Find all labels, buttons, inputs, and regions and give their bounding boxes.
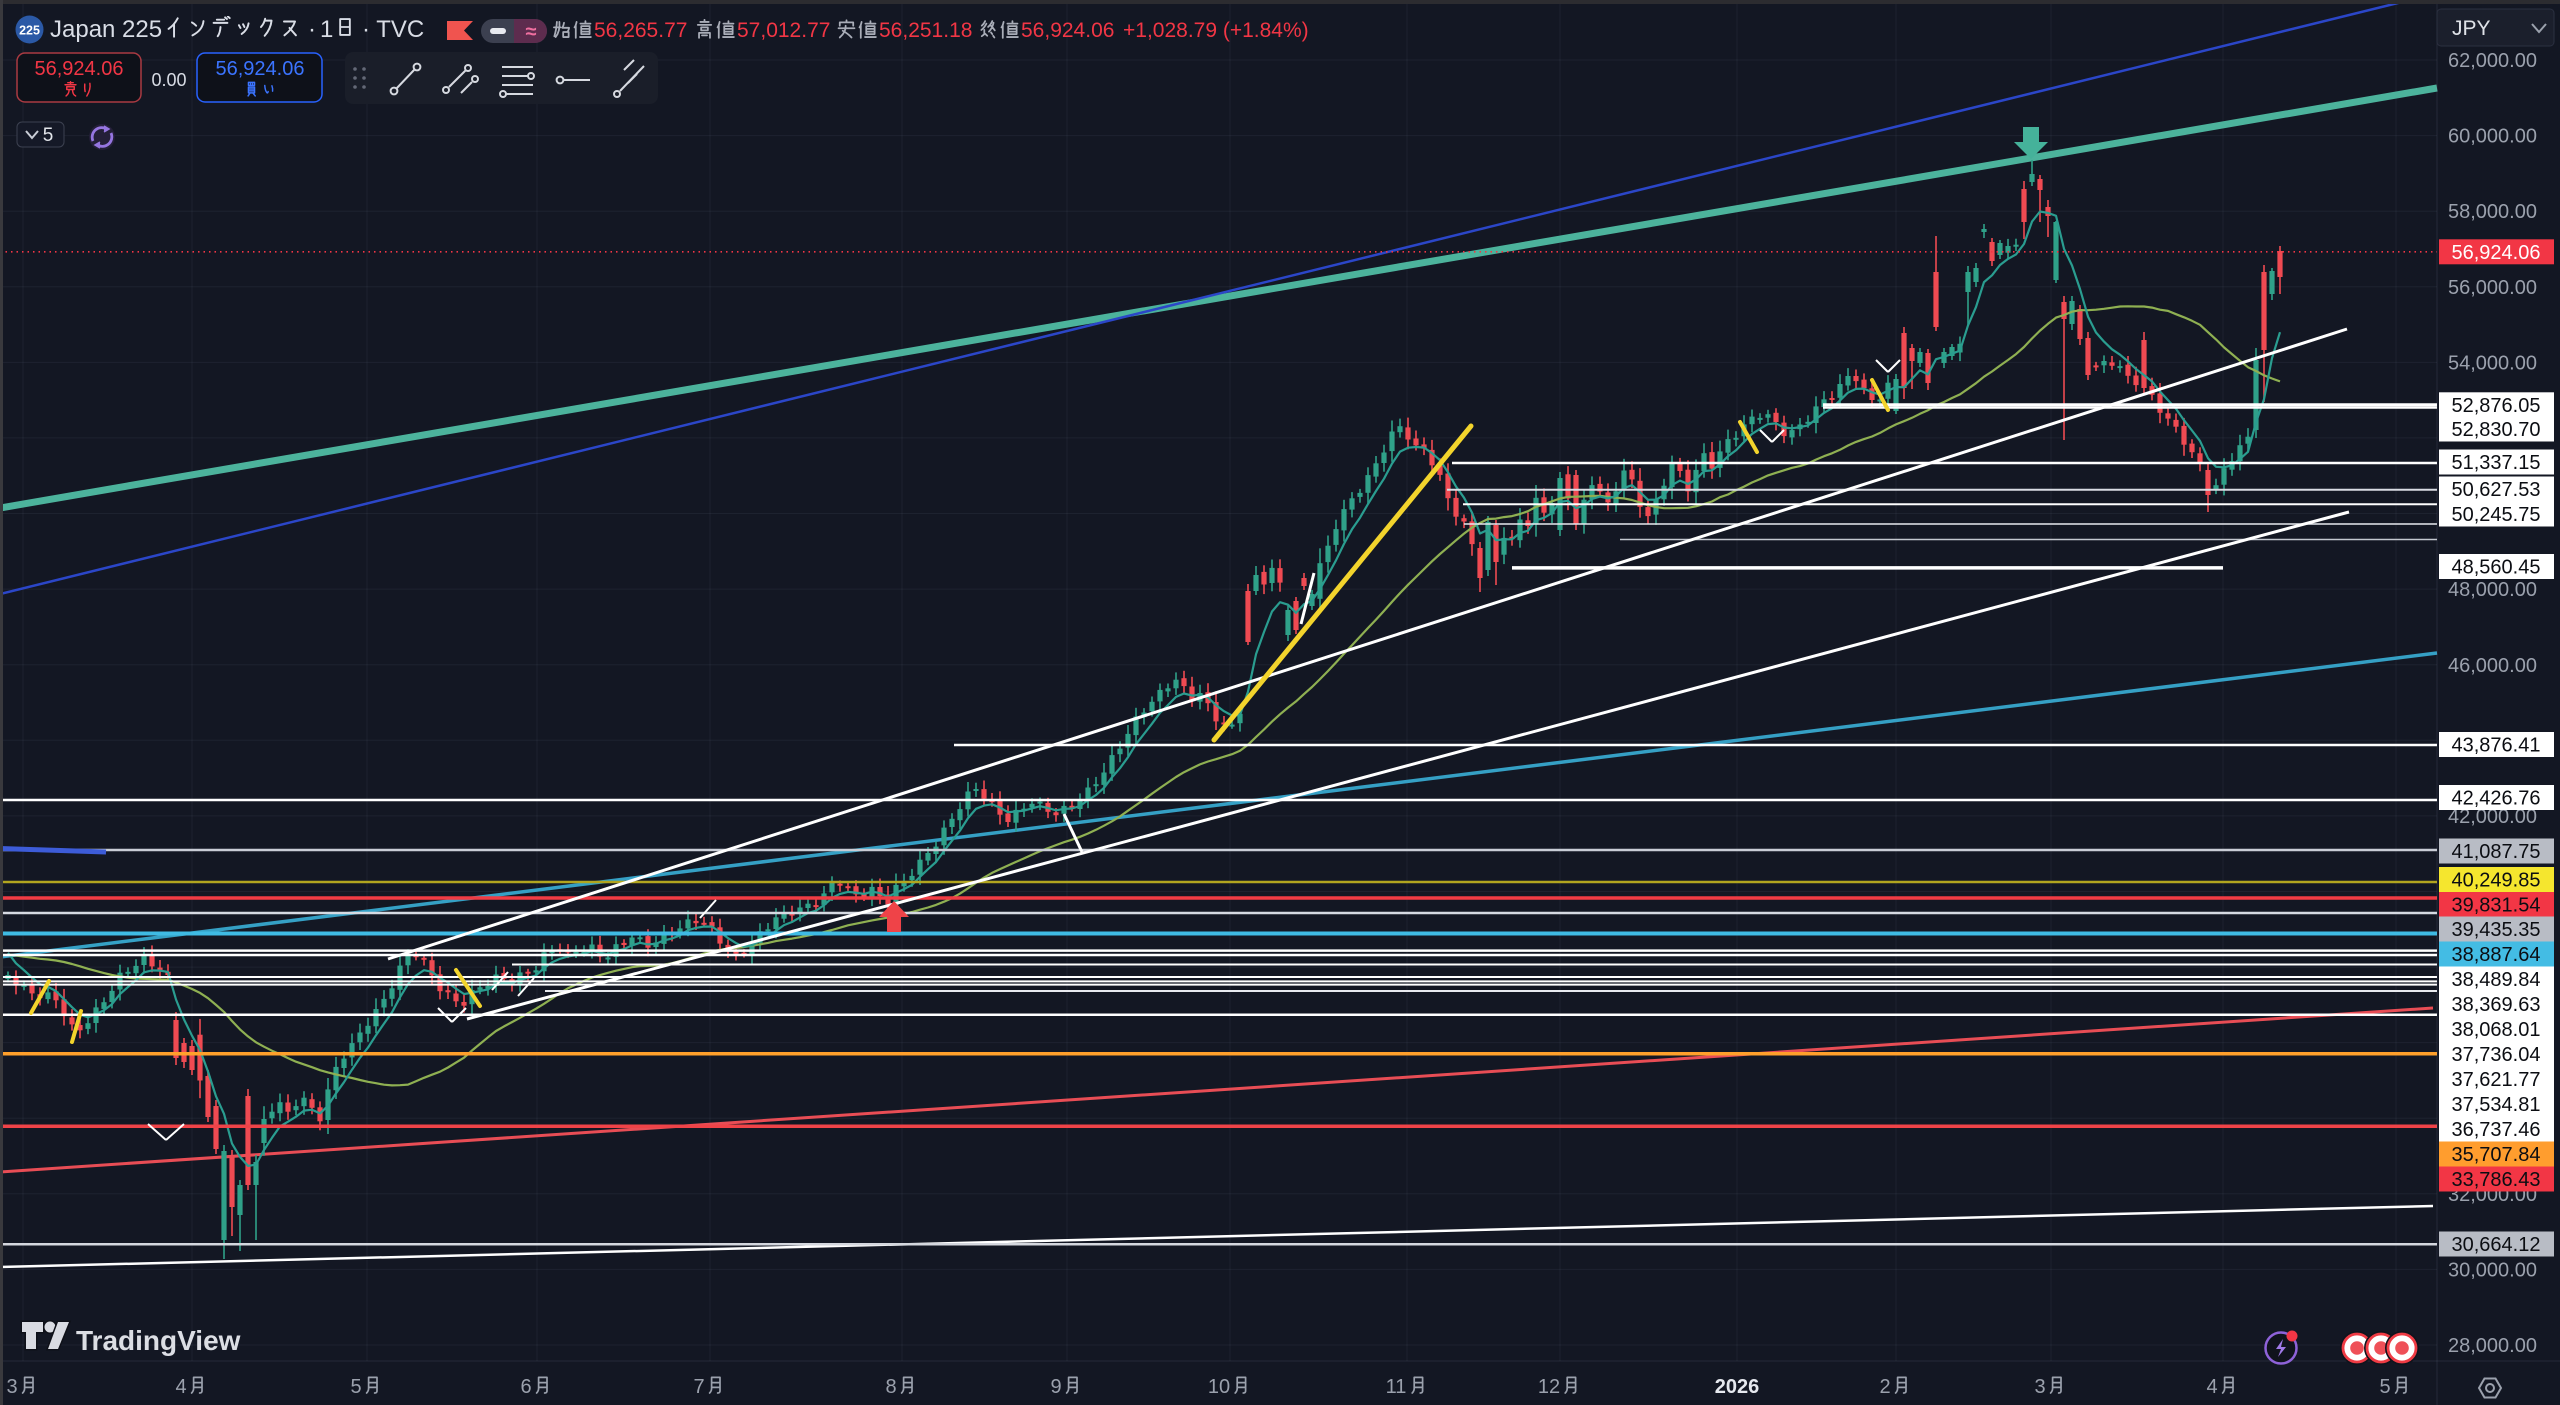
svg-text:TradingView: TradingView bbox=[76, 1325, 241, 1356]
svg-text:· TVC: · TVC bbox=[362, 16, 424, 43]
svg-text:58,000.00: 58,000.00 bbox=[2448, 201, 2537, 223]
svg-text:9: 9 bbox=[1050, 1376, 1061, 1398]
svg-text:52,876.05: 52,876.05 bbox=[2452, 395, 2541, 417]
svg-text:56,924.06: 56,924.06 bbox=[216, 58, 305, 80]
svg-text:30,000.00: 30,000.00 bbox=[2448, 1260, 2537, 1282]
svg-text:5: 5 bbox=[2379, 1376, 2390, 1398]
svg-text:37,736.04: 37,736.04 bbox=[2452, 1044, 2541, 1066]
svg-text:50,627.53: 50,627.53 bbox=[2452, 479, 2541, 501]
svg-text:46,000.00: 46,000.00 bbox=[2448, 655, 2537, 677]
svg-text:4: 4 bbox=[2206, 1376, 2217, 1398]
svg-text:50,245.75: 50,245.75 bbox=[2452, 504, 2541, 526]
svg-text:10: 10 bbox=[1208, 1376, 1230, 1398]
svg-text:57,012.77: 57,012.77 bbox=[737, 19, 830, 42]
svg-text:38,887.64: 38,887.64 bbox=[2452, 944, 2541, 966]
svg-text:JPY: JPY bbox=[2452, 17, 2491, 40]
svg-text:12: 12 bbox=[1538, 1376, 1560, 1398]
svg-text:6: 6 bbox=[520, 1376, 531, 1398]
svg-text:≈: ≈ bbox=[526, 21, 537, 43]
svg-text:39,435.35: 39,435.35 bbox=[2452, 919, 2541, 941]
svg-text:37,534.81: 37,534.81 bbox=[2452, 1094, 2541, 1116]
svg-text:56,251.18: 56,251.18 bbox=[879, 19, 972, 42]
svg-text:8: 8 bbox=[885, 1376, 896, 1398]
svg-text:38,489.84: 38,489.84 bbox=[2452, 969, 2541, 991]
svg-text:56,000.00: 56,000.00 bbox=[2448, 277, 2537, 299]
svg-text:54,000.00: 54,000.00 bbox=[2448, 352, 2537, 374]
svg-text:42,426.76: 42,426.76 bbox=[2452, 788, 2541, 810]
svg-text:38,369.63: 38,369.63 bbox=[2452, 994, 2541, 1016]
svg-text:40,249.85: 40,249.85 bbox=[2452, 870, 2541, 892]
svg-text:56,924.06: 56,924.06 bbox=[35, 58, 124, 80]
svg-text:4: 4 bbox=[175, 1376, 186, 1398]
svg-text:·: · bbox=[308, 16, 316, 43]
svg-text:42,000.00: 42,000.00 bbox=[2448, 806, 2537, 828]
svg-text:48,000.00: 48,000.00 bbox=[2448, 579, 2537, 601]
svg-text:+1,028.79 (+1.84%): +1,028.79 (+1.84%) bbox=[1123, 19, 1309, 42]
svg-text:11: 11 bbox=[1386, 1376, 1407, 1398]
svg-text:3: 3 bbox=[6, 1376, 17, 1398]
svg-text:1: 1 bbox=[320, 16, 333, 43]
svg-text:62,000.00: 62,000.00 bbox=[2448, 50, 2537, 72]
svg-text:5: 5 bbox=[43, 125, 54, 146]
svg-text:35,707.84: 35,707.84 bbox=[2452, 1144, 2541, 1166]
svg-text:48,560.45: 48,560.45 bbox=[2452, 557, 2541, 579]
svg-text:37,621.77: 37,621.77 bbox=[2452, 1069, 2541, 1091]
svg-text:225: 225 bbox=[19, 24, 40, 38]
svg-text:7: 7 bbox=[693, 1376, 704, 1398]
svg-text:60,000.00: 60,000.00 bbox=[2448, 126, 2537, 148]
svg-text:2026: 2026 bbox=[1715, 1376, 1760, 1398]
svg-text:30,664.12: 30,664.12 bbox=[2452, 1234, 2541, 1256]
svg-text:56,265.77: 56,265.77 bbox=[594, 19, 687, 42]
svg-text:39,831.54: 39,831.54 bbox=[2452, 895, 2541, 917]
svg-text:38,068.01: 38,068.01 bbox=[2452, 1019, 2541, 1041]
svg-text:41,087.75: 41,087.75 bbox=[2452, 841, 2541, 863]
svg-text:56,924.06: 56,924.06 bbox=[2452, 242, 2541, 264]
svg-text:5: 5 bbox=[350, 1376, 361, 1398]
svg-text:3: 3 bbox=[2034, 1376, 2045, 1398]
svg-text:36,737.46: 36,737.46 bbox=[2452, 1119, 2541, 1141]
svg-text:2: 2 bbox=[1879, 1376, 1890, 1398]
svg-text:43,876.41: 43,876.41 bbox=[2452, 735, 2541, 757]
svg-text:56,924.06: 56,924.06 bbox=[1021, 19, 1114, 42]
svg-text:51,337.15: 51,337.15 bbox=[2452, 452, 2541, 474]
svg-text:0.00: 0.00 bbox=[151, 70, 186, 90]
svg-text:Japan 225: Japan 225 bbox=[50, 16, 162, 43]
svg-text:52,830.70: 52,830.70 bbox=[2452, 419, 2541, 441]
svg-text:33,786.43: 33,786.43 bbox=[2452, 1169, 2541, 1191]
svg-text:28,000.00: 28,000.00 bbox=[2448, 1335, 2537, 1357]
